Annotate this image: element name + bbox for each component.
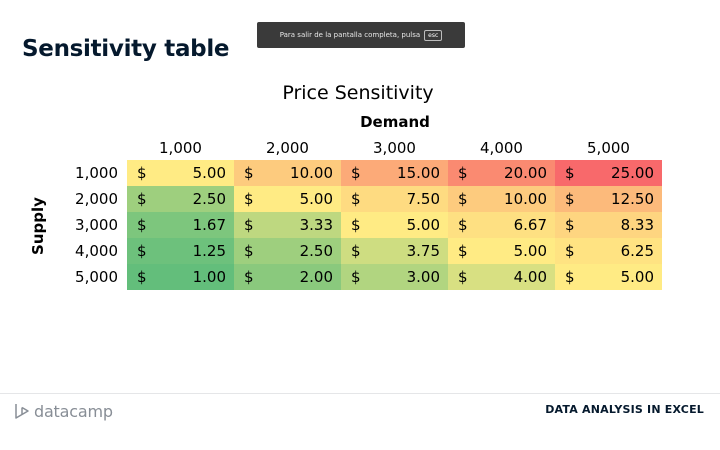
- currency-symbol: $: [137, 190, 147, 208]
- row-header: 5,000: [75, 268, 118, 286]
- currency-symbol: $: [351, 268, 361, 286]
- datacamp-logo: datacamp: [14, 398, 113, 424]
- cell-value: 10.00: [504, 190, 547, 208]
- datacamp-logo-icon: [15, 404, 29, 419]
- currency-symbol: $: [244, 216, 254, 234]
- currency-symbol: $: [565, 164, 575, 182]
- column-header: 2,000: [266, 139, 309, 157]
- currency-symbol: $: [244, 190, 254, 208]
- cell-value: 2.50: [192, 190, 226, 208]
- cell-value: 3.33: [299, 216, 333, 234]
- currency-symbol: $: [244, 164, 254, 182]
- currency-symbol: $: [351, 164, 361, 182]
- table-cell[interactable]: $4.00: [448, 264, 555, 290]
- course-name: DATA ANALYSIS IN EXCEL: [545, 403, 704, 416]
- currency-symbol: $: [351, 216, 361, 234]
- cell-value: 5.00: [299, 190, 333, 208]
- cell-value: 6.25: [620, 242, 654, 260]
- table-cell[interactable]: $5.00: [341, 212, 448, 238]
- cell-value: 25.00: [611, 164, 654, 182]
- currency-symbol: $: [458, 268, 468, 286]
- table-cell[interactable]: $5.00: [234, 186, 341, 212]
- currency-symbol: $: [458, 216, 468, 234]
- table-cell[interactable]: $8.33: [555, 212, 662, 238]
- cell-value: 5.00: [406, 216, 440, 234]
- cell-value: 2.50: [299, 242, 333, 260]
- esc-key-badge[interactable]: esc: [424, 29, 443, 41]
- slide-title: Sensitivity table: [22, 36, 230, 62]
- currency-symbol: $: [458, 242, 468, 260]
- table-cell[interactable]: $7.50: [341, 186, 448, 212]
- table-cell[interactable]: $10.00: [234, 160, 341, 186]
- currency-symbol: $: [565, 242, 575, 260]
- table-title: Price Sensitivity: [282, 82, 434, 104]
- demand-axis-label: Demand: [360, 113, 430, 131]
- table-cell[interactable]: $6.67: [448, 212, 555, 238]
- row-header: 2,000: [75, 190, 118, 208]
- table-cell[interactable]: $15.00: [341, 160, 448, 186]
- table-cell[interactable]: $5.00: [448, 238, 555, 264]
- cell-value: 4.00: [513, 268, 547, 286]
- cell-value: 20.00: [504, 164, 547, 182]
- table-cell[interactable]: $2.00: [234, 264, 341, 290]
- currency-symbol: $: [244, 268, 254, 286]
- currency-symbol: $: [244, 242, 254, 260]
- column-header: 3,000: [373, 139, 416, 157]
- table-cell[interactable]: $3.75: [341, 238, 448, 264]
- cell-value: 6.67: [513, 216, 547, 234]
- column-header: 1,000: [159, 139, 202, 157]
- currency-symbol: $: [351, 242, 361, 260]
- table-cell[interactable]: $6.25: [555, 238, 662, 264]
- cell-value: 10.00: [290, 164, 333, 182]
- currency-symbol: $: [565, 216, 575, 234]
- cell-value: 1.67: [192, 216, 226, 234]
- cell-value: 1.00: [192, 268, 226, 286]
- table-cell[interactable]: $5.00: [555, 264, 662, 290]
- currency-symbol: $: [137, 268, 147, 286]
- cell-value: 12.50: [611, 190, 654, 208]
- row-header: 3,000: [75, 216, 118, 234]
- cell-value: 3.75: [406, 242, 440, 260]
- table-cell[interactable]: $12.50: [555, 186, 662, 212]
- currency-symbol: $: [565, 190, 575, 208]
- row-header: 4,000: [75, 242, 118, 260]
- currency-symbol: $: [458, 190, 468, 208]
- cell-value: 5.00: [192, 164, 226, 182]
- fullscreen-exit-notice: Para salir de la pantalla completa, puls…: [257, 22, 465, 48]
- table-cell[interactable]: $3.00: [341, 264, 448, 290]
- cell-value: 1.25: [192, 242, 226, 260]
- column-header: 4,000: [480, 139, 523, 157]
- cell-value: 7.50: [406, 190, 440, 208]
- currency-symbol: $: [458, 164, 468, 182]
- row-header: 1,000: [75, 164, 118, 182]
- table-cell[interactable]: $10.00: [448, 186, 555, 212]
- table-cell[interactable]: $1.25: [127, 238, 234, 264]
- currency-symbol: $: [137, 216, 147, 234]
- table-cell[interactable]: $3.33: [234, 212, 341, 238]
- table-cell[interactable]: $2.50: [234, 238, 341, 264]
- column-header: 5,000: [587, 139, 630, 157]
- cell-value: 8.33: [620, 216, 654, 234]
- currency-symbol: $: [137, 242, 147, 260]
- table-cell[interactable]: $2.50: [127, 186, 234, 212]
- footer-divider: [0, 393, 720, 394]
- currency-symbol: $: [351, 190, 361, 208]
- table-cell[interactable]: $1.00: [127, 264, 234, 290]
- fullscreen-notice-text: Para salir de la pantalla completa, puls…: [279, 31, 421, 39]
- table-cell[interactable]: $20.00: [448, 160, 555, 186]
- currency-symbol: $: [137, 164, 147, 182]
- supply-axis-label: Supply: [29, 197, 47, 255]
- cell-value: 15.00: [397, 164, 440, 182]
- table-cell[interactable]: $5.00: [127, 160, 234, 186]
- currency-symbol: $: [565, 268, 575, 286]
- cell-value: 5.00: [513, 242, 547, 260]
- cell-value: 2.00: [299, 268, 333, 286]
- cell-value: 5.00: [620, 268, 654, 286]
- table-cell[interactable]: $1.67: [127, 212, 234, 238]
- table-cell[interactable]: $25.00: [555, 160, 662, 186]
- cell-value: 3.00: [406, 268, 440, 286]
- datacamp-logo-text: datacamp: [34, 401, 113, 421]
